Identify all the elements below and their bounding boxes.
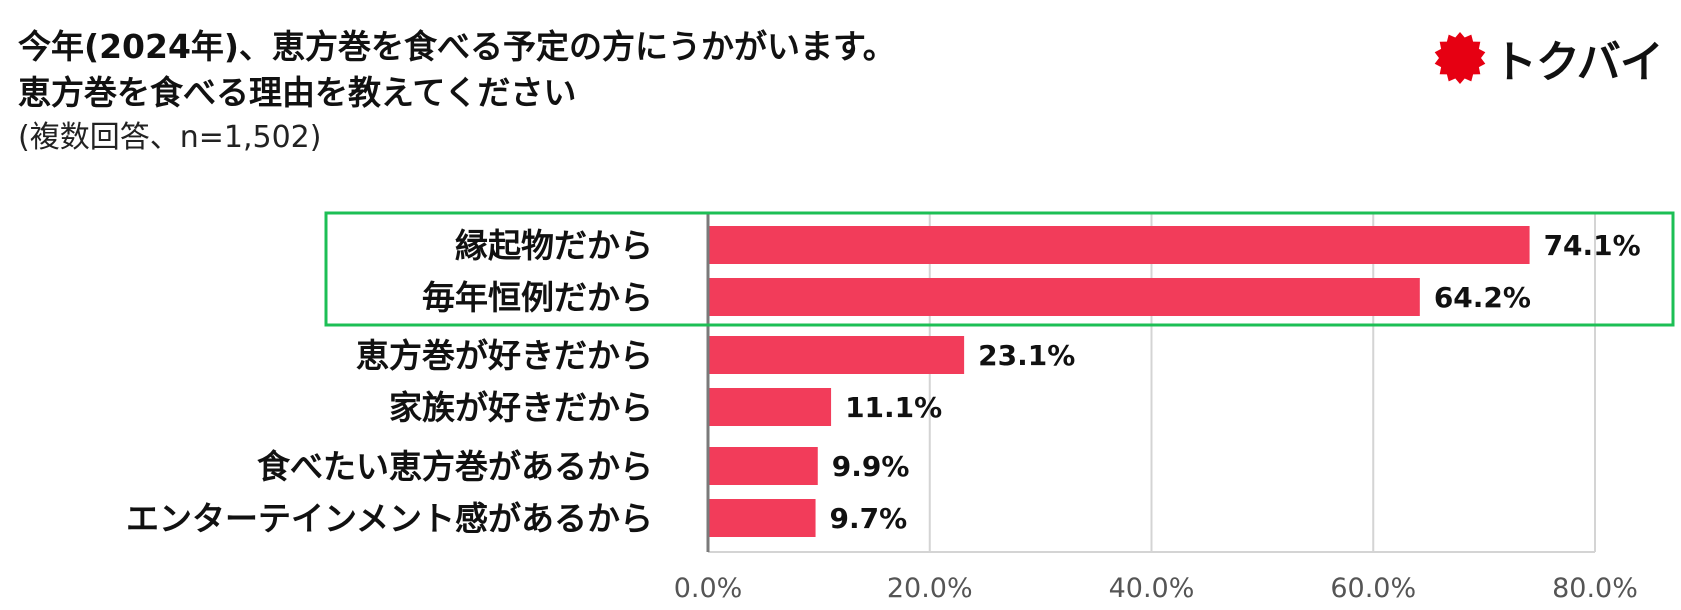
chart-title-line-1: 今年(2024年)、恵方巻を食べる予定の方にうかがいます。 (18, 27, 896, 66)
x-tick-label: 40.0% (1109, 573, 1195, 604)
value-label: 11.1% (845, 391, 942, 424)
value-label: 9.9% (832, 450, 910, 483)
bar (708, 226, 1530, 264)
x-tick-label: 0.0% (674, 573, 743, 604)
category-label: 食べたい恵方巻があるから (257, 447, 653, 486)
red-sun-badge-icon (1434, 32, 1486, 84)
bar (708, 336, 965, 374)
brand-logo-text: トクバイ (1493, 37, 1664, 88)
value-label: 74.1% (1544, 229, 1641, 262)
category-label: エンターテインメント感があるから (126, 499, 653, 538)
brand-logo: トクバイ (1433, 26, 1664, 90)
x-tick-label: 80.0% (1552, 573, 1638, 604)
value-label: 23.1% (978, 339, 1075, 372)
category-label: 恵方巻が好きだから (356, 336, 653, 375)
chart-title-line-2: 恵方巻を食べる理由を教えてください (18, 73, 577, 112)
chart-subtitle: (複数回答、n=1,502) (18, 120, 322, 155)
category-label: 毎年恒例だから (422, 278, 653, 317)
value-label: 64.2% (1434, 281, 1531, 314)
bar (708, 499, 816, 537)
x-tick-label: 20.0% (887, 573, 973, 604)
bar (708, 447, 818, 485)
highlight-box (324, 211, 1675, 327)
x-tick-label: 60.0% (1330, 573, 1416, 604)
bar (708, 388, 832, 426)
value-label: 9.7% (830, 502, 908, 535)
category-label: 家族が好きだから (389, 388, 653, 427)
category-label: 縁起物だから (455, 226, 653, 265)
bar (708, 278, 1420, 316)
chart-header: 今年(2024年)、恵方巻を食べる予定の方にうかがいます。 恵方巻を食べる理由を… (18, 24, 896, 160)
